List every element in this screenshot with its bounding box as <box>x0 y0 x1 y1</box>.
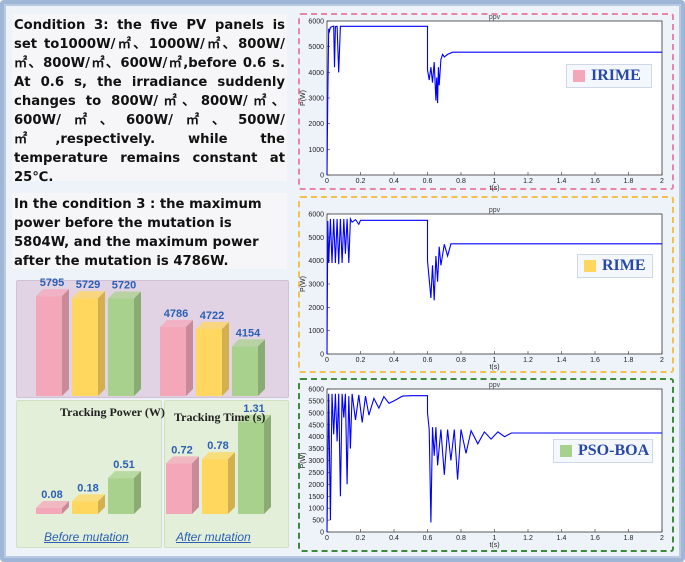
tracking-time-label: Tracking Time (s) <box>174 410 266 424</box>
tracking-power-panel <box>16 280 289 398</box>
legend-irime: IRIME <box>566 64 652 88</box>
tracking-power-label: Tracking Power (W) <box>60 405 165 419</box>
rime-swatch <box>584 260 596 272</box>
psoboa-frame <box>298 378 674 552</box>
before-mutation-panel <box>16 400 162 548</box>
legend-psoboa-label: PSO-BOA <box>578 442 650 459</box>
legend-rime: RIME <box>577 254 653 278</box>
legend-irime-label: IRIME <box>591 67 641 84</box>
legend-rime-label: RIME <box>602 257 646 274</box>
condition-description: Condition 3: the five PV panels is set t… <box>12 14 287 185</box>
before-mutation-label: Before mutation <box>44 530 129 544</box>
result-description: In the condition 3 : the maximum power b… <box>12 193 287 269</box>
after-mutation-label: After mutation <box>176 530 251 544</box>
rime-frame <box>298 196 674 373</box>
psoboa-swatch <box>560 445 572 457</box>
legend-psoboa: PSO-BOA <box>553 439 653 463</box>
irime-frame <box>298 13 674 190</box>
irime-swatch <box>573 70 585 82</box>
